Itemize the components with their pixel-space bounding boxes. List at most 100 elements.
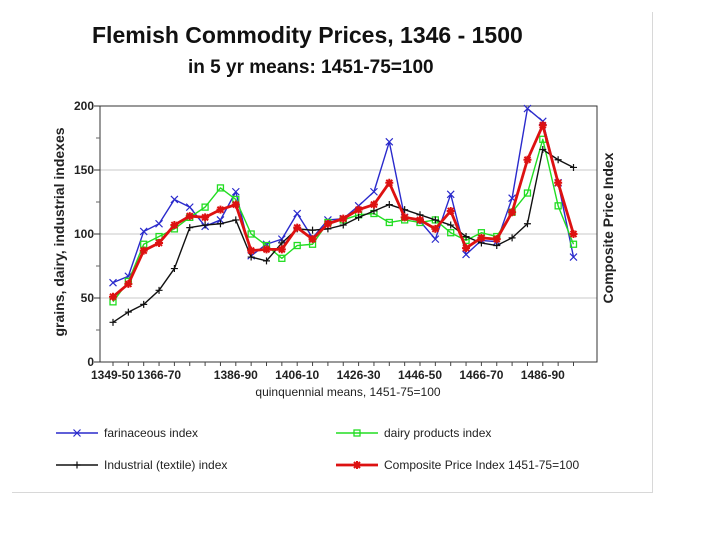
marker-star [277, 245, 286, 254]
marker-x [231, 187, 240, 196]
marker-plus [339, 221, 347, 229]
marker-square [278, 254, 286, 262]
marker-star [139, 246, 148, 255]
series-line [112, 148, 574, 323]
y-tick-label: 0 [87, 355, 94, 369]
marker-square [447, 229, 455, 237]
marker-square [201, 203, 209, 211]
marker-square [353, 429, 361, 437]
y-axis-ticks: 0 50 100 150 200 [74, 99, 100, 369]
marker-star [155, 238, 164, 247]
slide-frame [12, 12, 653, 493]
marker-star [109, 292, 117, 301]
series-0 [109, 104, 578, 287]
series-3 [109, 121, 578, 301]
marker-x [523, 104, 532, 113]
marker-plus [109, 318, 117, 326]
marker-star [185, 212, 194, 221]
marker-plus [170, 265, 178, 273]
marker-star [201, 213, 210, 222]
x-tick-label: 1426-30 [337, 368, 381, 382]
marker-plus [309, 226, 317, 234]
legend-item: Composite Price Index 1451-75=100 [336, 458, 579, 472]
marker-plus [155, 286, 163, 294]
marker-x [73, 429, 81, 437]
marker-x [185, 203, 194, 212]
y-axis-label: grains, dairy, industrial indexes [51, 127, 67, 336]
marker-star [369, 200, 378, 209]
legend-label: farinaceous index [104, 426, 198, 440]
marker-square [247, 230, 255, 238]
marker-plus [462, 233, 470, 241]
marker-plus [523, 220, 531, 228]
marker-plus [140, 300, 148, 308]
marker-star [416, 215, 424, 224]
marker-x [216, 215, 225, 224]
marker-square [554, 202, 562, 210]
marker-x [155, 219, 163, 228]
marker-star [231, 200, 240, 209]
series-line [112, 107, 575, 284]
marker-square [523, 189, 532, 197]
marker-x [170, 195, 179, 204]
marker-x [462, 250, 470, 259]
marker-plus [263, 257, 270, 265]
y-tick-label: 200 [74, 99, 94, 113]
series-line [112, 123, 575, 298]
marker-plus [278, 239, 286, 247]
x-axis-label: quinquennial means, 1451-75=100 [255, 385, 440, 399]
marker-star [492, 235, 501, 244]
marker-star [323, 219, 332, 228]
marker-star [354, 205, 363, 214]
marker-square [293, 241, 301, 250]
marker-x [139, 227, 148, 236]
marker-plus [201, 221, 209, 229]
marker-plus [370, 207, 378, 215]
series-layer [109, 104, 578, 326]
marker-plus [232, 216, 240, 224]
marker-x [569, 253, 578, 261]
y-tick-label: 100 [74, 227, 94, 241]
marker-square [385, 218, 393, 227]
marker-plus [554, 156, 562, 164]
marker-star [308, 235, 317, 244]
marker-plus [508, 234, 516, 242]
x-tick-label: 1466-70 [459, 368, 503, 382]
marker-star [431, 224, 440, 233]
marker-plus [539, 146, 547, 154]
y-tick-label: 150 [74, 163, 94, 177]
marker-star [446, 206, 455, 215]
gridlines [100, 169, 597, 299]
marker-plus [186, 224, 194, 232]
marker-star [477, 233, 486, 242]
y-tick-label: 50 [81, 291, 95, 305]
marker-plus [124, 308, 132, 316]
x-tick-label: 1366-70 [137, 368, 181, 382]
legend-label: dairy products index [384, 426, 491, 440]
marker-plus [431, 216, 439, 224]
marker-x [431, 235, 440, 244]
marker-square [216, 184, 225, 192]
legend-label: Industrial (textile) index [104, 458, 227, 472]
legend-item: Industrial (textile) index [56, 458, 227, 472]
legend-item: dairy products index [336, 426, 491, 440]
x-tick-label: 1349-50 [91, 368, 135, 382]
marker-star [523, 155, 532, 164]
marker-star [554, 178, 563, 187]
marker-star [216, 205, 225, 214]
y2-axis-label: Composite Price Index [600, 152, 616, 303]
marker-square [569, 240, 578, 248]
marker-x [370, 187, 378, 196]
marker-plus [73, 461, 81, 469]
marker-x [446, 190, 455, 199]
marker-star [462, 244, 471, 253]
x-tick-label: 1446-50 [398, 368, 442, 382]
legend: farinaceous index dairy products index Ind… [56, 426, 579, 472]
series-2 [109, 146, 577, 326]
marker-star [508, 208, 517, 217]
marker-x [293, 209, 302, 218]
marker-plus [355, 213, 363, 221]
marker-plus [447, 221, 455, 229]
marker-star [569, 230, 578, 238]
